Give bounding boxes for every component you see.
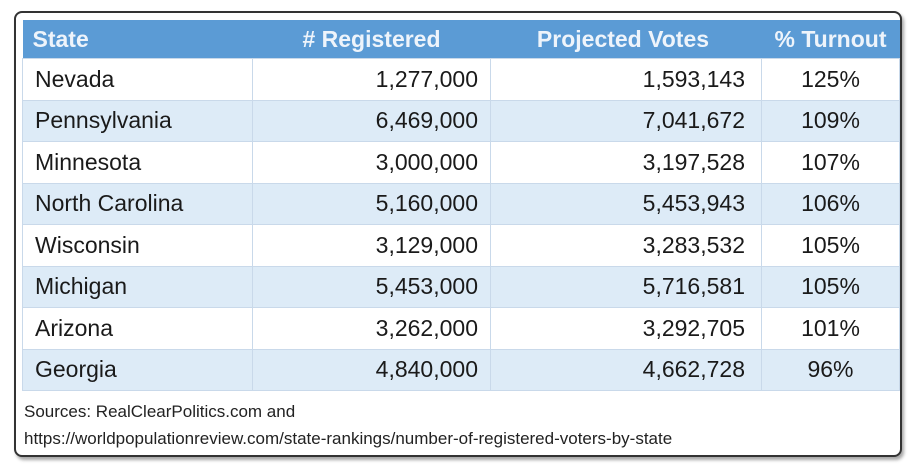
cell-turnout: 101% [761,307,900,350]
cell-turnout: 96% [761,348,900,391]
cell-state: Michigan [22,265,253,308]
cell-turnout: 106% [761,182,900,225]
sources-note: Sources: RealClearPolitics.com and https… [24,398,672,452]
header-state: State [22,20,253,59]
cell-state: Nevada [22,58,253,101]
cell-projected-votes: 5,453,943 [490,182,762,225]
cell-registered: 3,262,000 [252,307,491,350]
table-row: Wisconsin 3,129,000 3,283,532 105% [22,224,900,267]
sources-line-1: Sources: RealClearPolitics.com and [24,402,296,421]
cell-turnout: 105% [761,224,900,267]
header-projected-votes: Projected Votes [490,20,762,59]
cell-turnout: 107% [761,141,900,184]
header-row: State # Registered Projected Votes % Tur… [22,20,900,59]
cell-state: Pennsylvania [22,99,253,142]
table-row: Michigan 5,453,000 5,716,581 105% [22,265,900,308]
cell-registered: 5,160,000 [252,182,491,225]
cell-registered: 4,840,000 [252,348,491,391]
table-row: Georgia 4,840,000 4,662,728 96% [22,348,900,391]
table-row: Nevada 1,277,000 1,593,143 125% [22,58,900,101]
cell-registered: 6,469,000 [252,99,491,142]
cell-turnout: 125% [761,58,900,101]
cell-registered: 5,453,000 [252,265,491,308]
turnout-table: State # Registered Projected Votes % Tur… [22,20,900,391]
cell-registered: 3,000,000 [252,141,491,184]
cell-turnout: 109% [761,99,900,142]
cell-registered: 3,129,000 [252,224,491,267]
header-registered: # Registered [252,20,491,59]
table-row: Pennsylvania 6,469,000 7,041,672 109% [22,99,900,142]
table-row: Arizona 3,262,000 3,292,705 101% [22,307,900,350]
sources-line-2: https://worldpopulationreview.com/state-… [24,429,673,448]
cell-projected-votes: 5,716,581 [490,265,762,308]
cell-projected-votes: 3,292,705 [490,307,762,350]
cell-state: Wisconsin [22,224,253,267]
header-turnout: % Turnout [761,20,900,59]
cell-state: Georgia [22,348,253,391]
cell-projected-votes: 3,197,528 [490,141,762,184]
cell-state: Arizona [22,307,253,350]
cell-projected-votes: 3,283,532 [490,224,762,267]
cell-projected-votes: 7,041,672 [490,99,762,142]
table-row: Minnesota 3,000,000 3,197,528 107% [22,141,900,184]
cell-registered: 1,277,000 [252,58,491,101]
cell-projected-votes: 1,593,143 [490,58,762,101]
cell-projected-votes: 4,662,728 [490,348,762,391]
cell-turnout: 105% [761,265,900,308]
cell-state: Minnesota [22,141,253,184]
table-row: North Carolina 5,160,000 5,453,943 106% [22,182,900,225]
cell-state: North Carolina [22,182,253,225]
